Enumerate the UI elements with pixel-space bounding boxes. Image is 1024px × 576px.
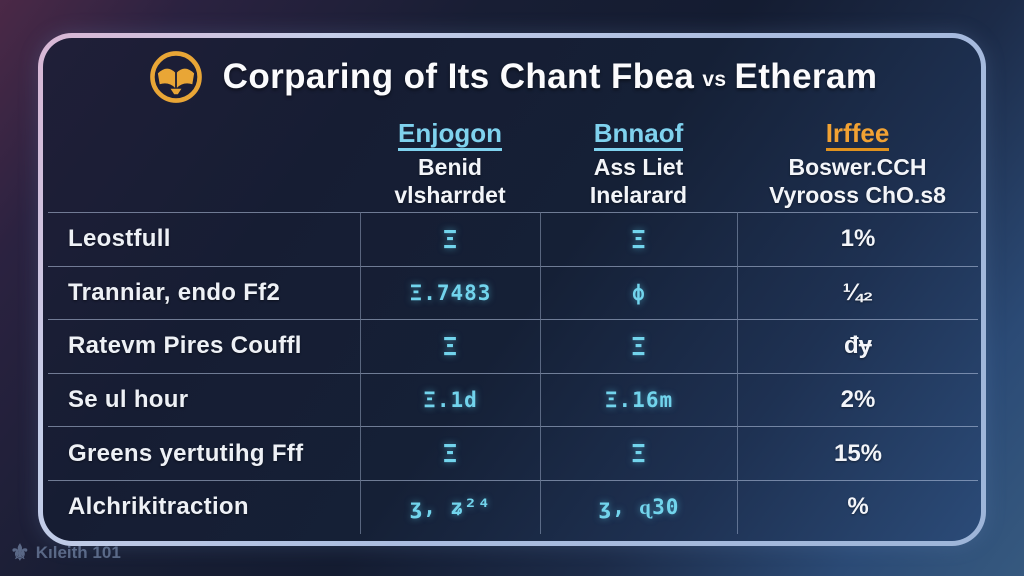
- column-header-bnnaof: Bnnaof Ass Liet Inelarard: [540, 110, 737, 212]
- table-cell: Ξ.16m: [540, 372, 737, 427]
- row-label: Greens yertutihg Fff: [48, 426, 360, 480]
- column-title-link[interactable]: Enjogon: [398, 118, 502, 151]
- table-cell: Ξ: [360, 319, 540, 373]
- row-label: Se ul hour: [48, 372, 360, 427]
- brand-emblem-icon: [147, 48, 205, 106]
- comparison-panel: Corparing of Its Chant Fbea vs Etheram Enj…: [43, 38, 981, 541]
- comparison-panel-frame: Corparing of Its Chant Fbea vs Etheram Enj…: [38, 33, 986, 546]
- column-title-link[interactable]: Bnnaof: [593, 118, 684, 151]
- watermark-text: Kıleith 101: [35, 543, 121, 562]
- row-label: Tranniar, endo Ff2: [48, 265, 360, 320]
- table-cell: Ξ: [540, 426, 737, 480]
- table-cell: Ξ: [540, 319, 737, 373]
- table-cell: Ξ: [360, 212, 540, 266]
- title-vs: vs: [702, 68, 727, 91]
- row-label: Ratevm Pires Couffl: [48, 319, 360, 373]
- table-cell: ʒ, ʑ²⁴: [360, 479, 540, 534]
- page-title: Corparing of Its Chant Fbea vs Etheram: [223, 57, 878, 97]
- title-main: Corparing of Its Chant Fbea: [222, 57, 695, 96]
- watermark-crest-icon: ⚜: [10, 540, 30, 565]
- table-cell: Ξ.1d: [360, 372, 540, 427]
- row-label: Leostfull: [48, 212, 360, 266]
- row-label: Alchrikitraction: [48, 479, 360, 534]
- title-bar: Corparing of Its Chant Fbea vs Etheram: [43, 44, 981, 110]
- table-cell: %: [737, 479, 978, 534]
- column-header-irffee: Irffee Boswer.CCH Vyrooss ChO.s8: [737, 110, 978, 212]
- table-cell: ф: [540, 265, 737, 320]
- table-cell: ¼₂: [737, 265, 978, 320]
- table-cell: 15%: [737, 426, 978, 480]
- table-cell: ʒ, ɋ30: [540, 479, 737, 534]
- column-subtitle: Vyrooss ChO.s8: [769, 182, 946, 208]
- table-cell: đɏ: [737, 319, 978, 373]
- comparison-table: Enjogon Benid vlsharrdet Bnnaof Ass Liet…: [48, 110, 978, 534]
- column-subtitle: Inelarard: [589, 182, 688, 208]
- column-title-link[interactable]: Irffee: [825, 118, 890, 151]
- column-subtitle: Boswer.CCH: [788, 154, 927, 180]
- table-cell: 2%: [737, 372, 978, 427]
- watermark: ⚜ Kıleith 101: [10, 540, 121, 566]
- column-subtitle: vlsharrdet: [394, 182, 506, 208]
- table-cell: 1%: [737, 212, 978, 266]
- header-spacer: [48, 110, 360, 212]
- column-subtitle: Benid: [418, 154, 482, 180]
- column-header-enjogon: Enjogon Benid vlsharrdet: [360, 110, 540, 212]
- title-suffix: Etheram: [734, 57, 878, 96]
- column-subtitle: Ass Liet: [593, 154, 684, 180]
- table-cell: Ξ: [360, 426, 540, 480]
- table-cell: Ξ: [540, 212, 737, 266]
- table-cell: Ξ.7483: [360, 265, 540, 320]
